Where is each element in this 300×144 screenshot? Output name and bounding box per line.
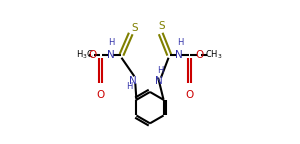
Text: N: N <box>155 76 163 86</box>
Text: H: H <box>177 38 183 47</box>
Text: H$_3$C: H$_3$C <box>76 49 94 61</box>
Text: S: S <box>158 21 165 31</box>
Text: N: N <box>107 50 115 60</box>
Text: S: S <box>131 23 138 33</box>
Text: CH$_3$: CH$_3$ <box>206 49 223 61</box>
Text: N: N <box>129 76 137 86</box>
Text: O: O <box>97 90 105 100</box>
Text: H: H <box>108 38 115 47</box>
Text: N: N <box>176 50 183 60</box>
Text: O: O <box>195 50 203 60</box>
Text: O: O <box>88 50 96 60</box>
Text: H: H <box>157 66 163 75</box>
Text: H: H <box>126 82 133 91</box>
Text: O: O <box>185 90 193 100</box>
